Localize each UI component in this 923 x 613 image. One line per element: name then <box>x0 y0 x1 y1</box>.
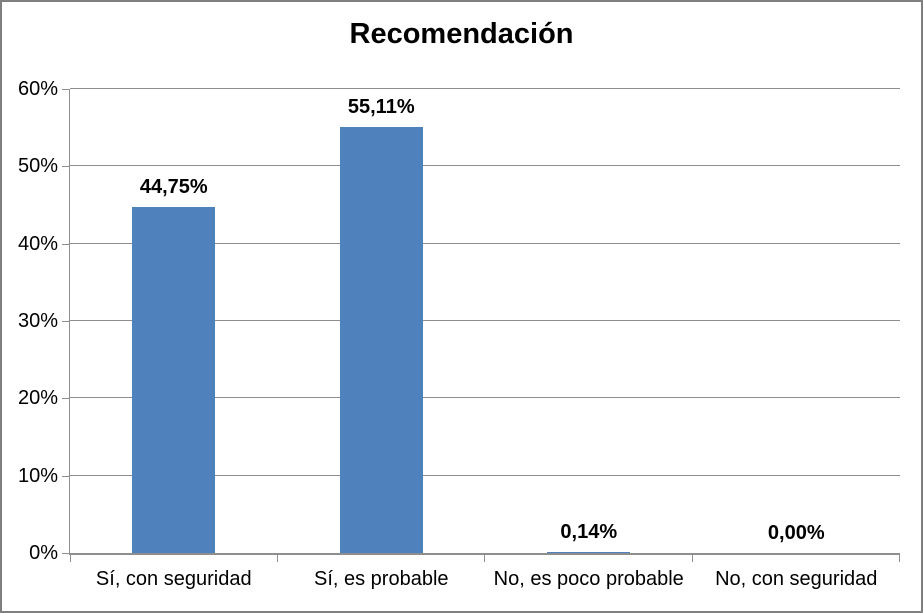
x-axis-tick <box>691 553 693 562</box>
bar-s-es-probable <box>339 126 423 553</box>
bar-value-label: 44,75% <box>139 175 208 198</box>
y-axis-tick-label: 20% <box>17 387 58 410</box>
plot-area: 0% 10% 20% 30% 40% 50% 60% 44,75% Sí, con seguri… <box>18 79 900 590</box>
bar-no-es-poco-probable <box>547 551 631 553</box>
y-axis-tick-label: 60% <box>17 78 58 100</box>
y-axis-tick-label: 30% <box>17 310 58 332</box>
y-axis-tick-label: 10% <box>17 464 58 487</box>
x-axis-tick <box>276 553 278 562</box>
gridline <box>70 320 900 321</box>
y-axis-tick <box>62 475 70 477</box>
gridline <box>70 474 900 476</box>
y-axis-tick-label: 0% <box>29 542 58 564</box>
bar-value-label: 55,11% <box>347 95 415 118</box>
y-axis-tick <box>62 89 70 90</box>
bar-s-con-seguridad <box>132 206 216 553</box>
gridline <box>70 397 900 399</box>
gridline <box>70 165 900 167</box>
y-axis-tick <box>62 243 70 245</box>
bar-value-label: 0,14% <box>560 520 618 543</box>
gridline <box>70 242 900 244</box>
x-axis-category-label: No, es poco probable <box>493 568 684 590</box>
bar-value-label: 0,00% <box>767 522 825 544</box>
y-axis-tick <box>62 166 70 168</box>
x-axis-tick <box>484 553 485 562</box>
x-axis-category-label: No, con seguridad <box>715 568 878 590</box>
y-axis-tick <box>62 398 70 400</box>
y-axis-tick-label: 40% <box>17 232 58 255</box>
chart-title: Recomendación <box>349 18 574 50</box>
x-axis-tick <box>70 553 71 562</box>
y-axis-tick-label: 50% <box>17 155 58 178</box>
y-axis-tick <box>62 553 70 554</box>
x-axis-category-label: Sí, con seguridad <box>95 568 252 590</box>
x-axis-category-label: Sí, es probable <box>313 568 449 590</box>
y-axis-tick <box>62 321 70 322</box>
gridline <box>70 88 900 89</box>
x-axis-tick <box>899 553 900 562</box>
